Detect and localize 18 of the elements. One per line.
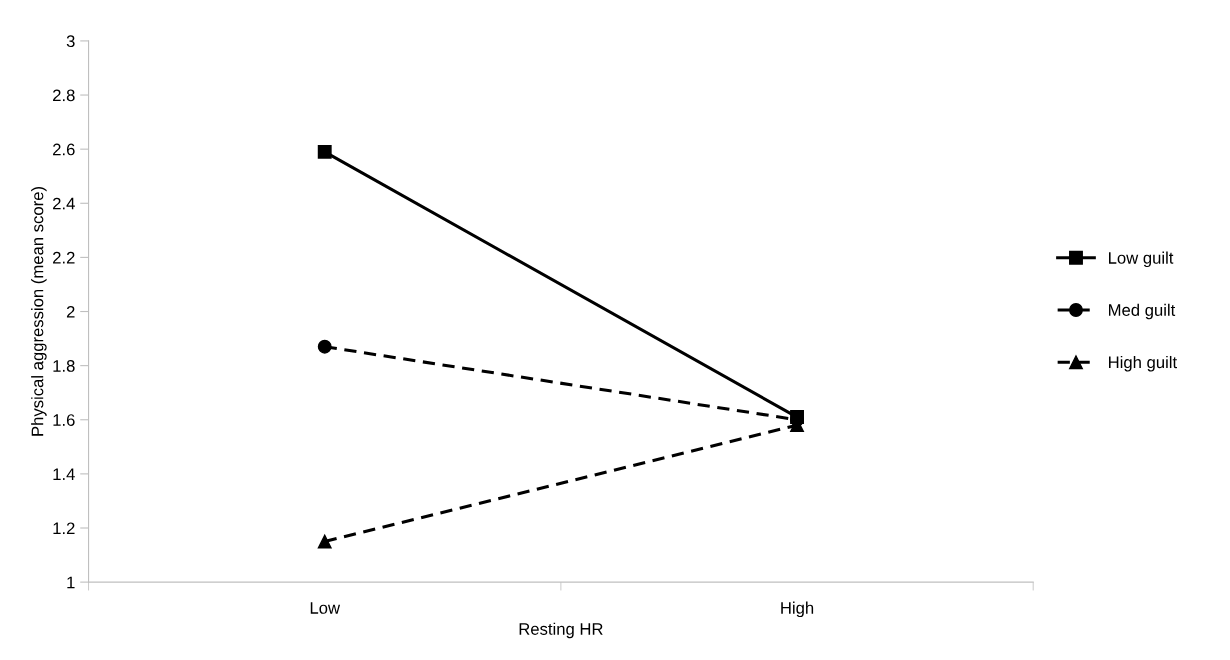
legend-label: High guilt — [1109, 355, 1178, 372]
y-tick-label: 2 — [66, 305, 75, 318]
legend-label: Med guilt — [1109, 303, 1176, 320]
y-axis-title: Physical aggression (mean score) — [31, 187, 47, 436]
y-tick-label: 2.8 — [53, 89, 75, 102]
y-tick-label: 1.6 — [53, 414, 75, 426]
y-tick-label: 2.6 — [53, 143, 75, 156]
y-tick-label: 2.2 — [53, 251, 75, 264]
y-tick-label: 1.8 — [53, 360, 75, 372]
x-axis-title: Resting HR — [519, 622, 603, 639]
x-tick-label: High — [781, 601, 814, 618]
y-tick-label: 1.4 — [53, 468, 75, 480]
x-tick-label: Low — [310, 602, 341, 614]
y-tick-label: 2.4 — [53, 197, 75, 210]
y-tick-label: 1 — [67, 576, 75, 589]
y-tick-label: 3 — [66, 35, 75, 48]
legend-label: Low guilt — [1109, 251, 1174, 268]
y-tick-label: 1.2 — [53, 522, 75, 535]
